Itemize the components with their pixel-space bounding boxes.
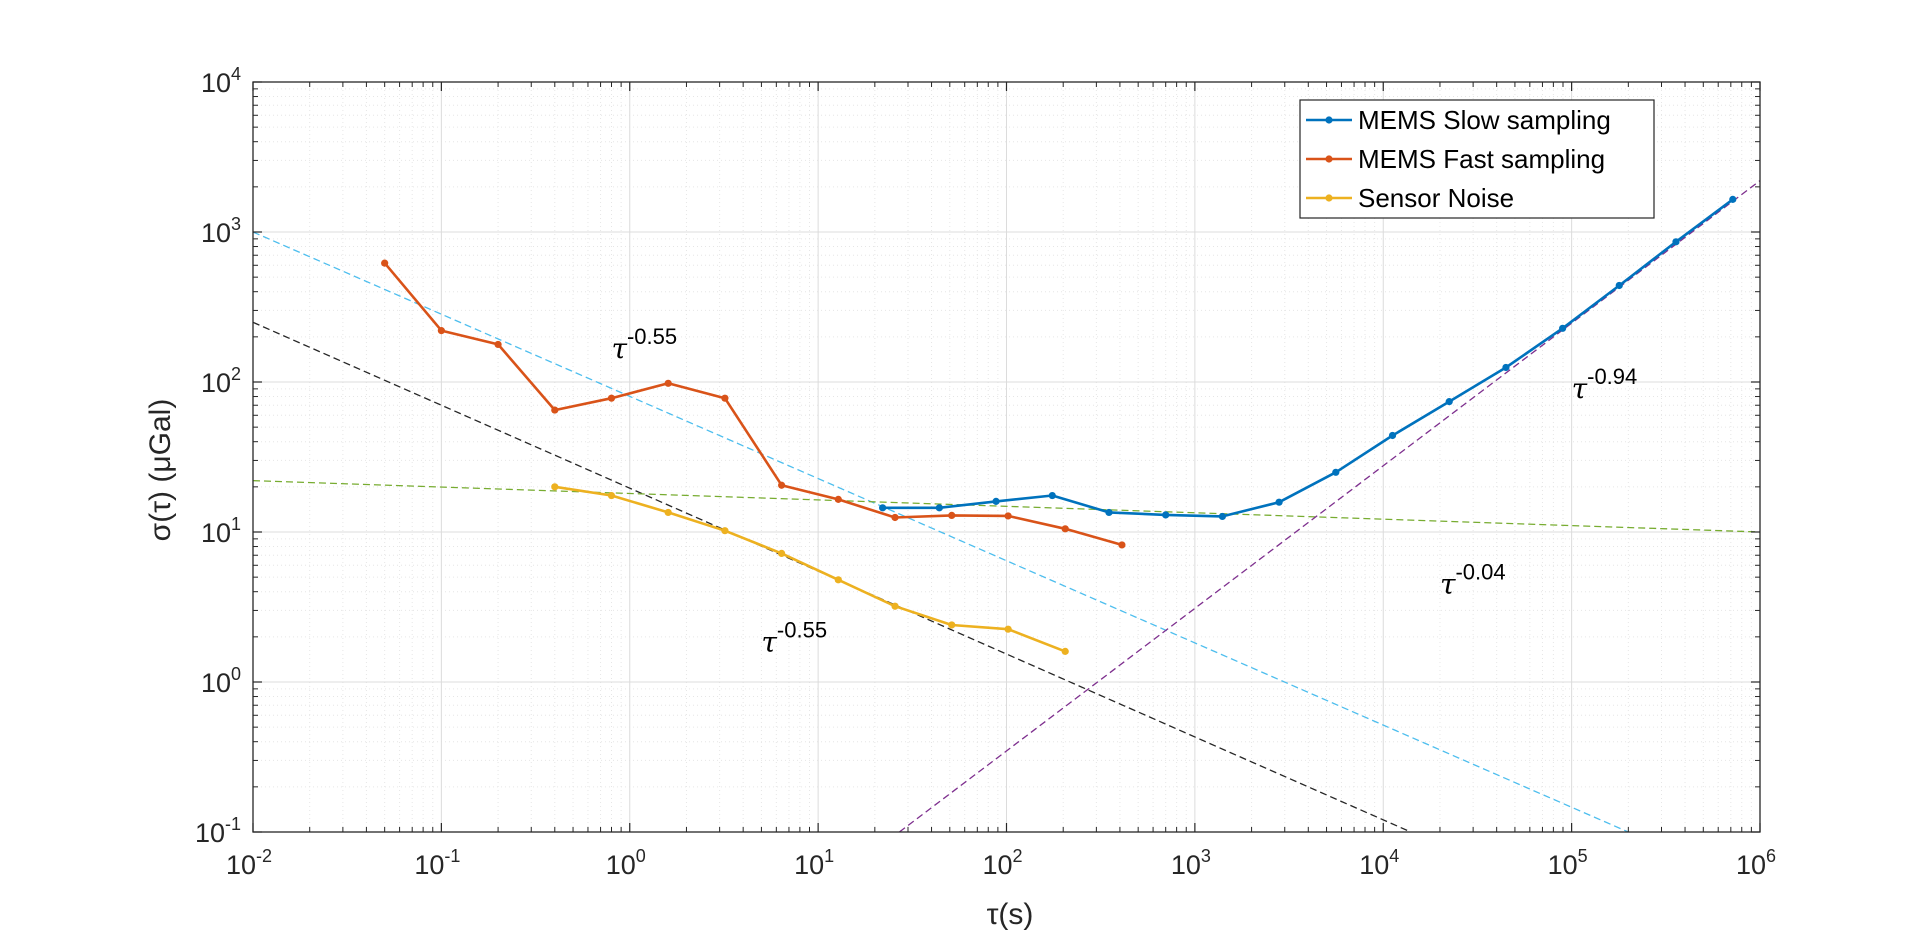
series-3-point: [948, 621, 956, 629]
x-tick-label: 106: [1736, 846, 1776, 880]
y-tick-labels: 10-1 100 101 102 103 104: [195, 64, 241, 848]
reference-line-4: [898, 180, 1761, 833]
series-1-point: [1275, 498, 1283, 506]
series-1-point: [1615, 281, 1623, 290]
series-3-point: [834, 576, 842, 584]
y-tick-label: 103: [201, 214, 241, 248]
legend-label-1: MEMS Slow sampling: [1358, 105, 1611, 135]
y-tick-label: 102: [201, 364, 241, 398]
x-tick-label: 105: [1548, 846, 1588, 880]
y-tick-label: 101: [201, 514, 241, 548]
series-1-point: [1332, 468, 1340, 476]
series-2-point: [948, 511, 956, 520]
x-tick-label: 10-1: [414, 846, 460, 880]
series-1-point: [1445, 398, 1453, 406]
x-tick-label: 104: [1359, 846, 1399, 880]
slope-annotation-3: τ-0.04: [1440, 559, 1506, 600]
series-3-point: [551, 483, 559, 491]
series-1-point: [1218, 512, 1227, 521]
legend-marker-3: [1325, 194, 1333, 202]
x-tick-label: 101: [794, 846, 834, 880]
series-2-point: [891, 513, 899, 522]
slope-annotation-1: τ-0.55: [611, 324, 677, 365]
series-3-point: [778, 549, 786, 558]
series-2-point: [778, 481, 786, 489]
legend-box: [1299, 99, 1655, 219]
series-3-point: [1004, 625, 1012, 633]
series-2-point: [664, 379, 672, 387]
series-2-point: [1118, 541, 1126, 549]
y-tick-label: 10-1: [195, 814, 241, 848]
series-3-point: [721, 527, 729, 535]
series-1-point: [1105, 508, 1113, 517]
series-2-point: [721, 394, 729, 402]
series-1-point: [992, 497, 1000, 505]
x-tick-label: 100: [606, 846, 646, 880]
axis-ticks: [252, 81, 1761, 833]
y-tick-label: 104: [201, 64, 241, 98]
series-line-1: [882, 198, 1734, 518]
series-2-point: [607, 394, 616, 402]
y-tick-label: 100: [201, 664, 241, 698]
series-2-point: [437, 327, 445, 335]
series-2-point: [494, 340, 502, 349]
x-tick-label: 102: [982, 846, 1022, 880]
series-1-point: [1672, 238, 1680, 246]
legend-label-3: Sensor Noise: [1358, 183, 1514, 213]
series-2-point: [1004, 512, 1012, 520]
series-3-point: [891, 602, 899, 610]
series-3-point: [664, 508, 672, 517]
series-1-point: [1559, 324, 1567, 332]
series-2-point: [381, 259, 389, 267]
series-line-3: [554, 485, 1066, 653]
series-2-point: [1061, 525, 1069, 533]
series-1-point: [879, 504, 887, 512]
legend: MEMS Slow sampling MEMS Fast sampling Sens…: [1299, 99, 1655, 219]
y-axis-label: σ(τ) (μGal): [144, 399, 177, 542]
x-axis-label: τ(s): [987, 898, 1034, 931]
series-1-point: [1729, 195, 1737, 203]
series-1-point: [1502, 363, 1510, 372]
data-series: [381, 195, 1737, 655]
series-2-point: [551, 406, 559, 414]
series-3-point: [1061, 647, 1069, 655]
legend-marker-2: [1325, 155, 1333, 163]
slope-annotations: τ-0.55 τ-0.94 τ-0.04 τ-0.55: [611, 324, 1637, 659]
legend-label-2: MEMS Fast sampling: [1358, 144, 1605, 174]
series-1-point: [935, 504, 943, 512]
legend-marker-1: [1325, 116, 1333, 124]
x-tick-labels: 10-2 10-1 100 101 102 103 104 105 106: [226, 846, 1776, 880]
series-3-point: [607, 491, 616, 500]
reference-line-3: [252, 479, 1761, 533]
series-2-point: [834, 495, 842, 503]
series-1-point: [1162, 511, 1170, 519]
series-line-2: [383, 262, 1123, 547]
x-tick-label: 10-2: [226, 846, 272, 880]
reference-line-1: [252, 231, 1629, 833]
slope-annotation-4: τ-0.55: [761, 617, 827, 658]
series-1-point: [1048, 491, 1056, 500]
series-1-point: [1388, 431, 1397, 440]
x-tick-label: 103: [1171, 846, 1211, 880]
slope-annotation-2: τ-0.94: [1572, 364, 1638, 405]
